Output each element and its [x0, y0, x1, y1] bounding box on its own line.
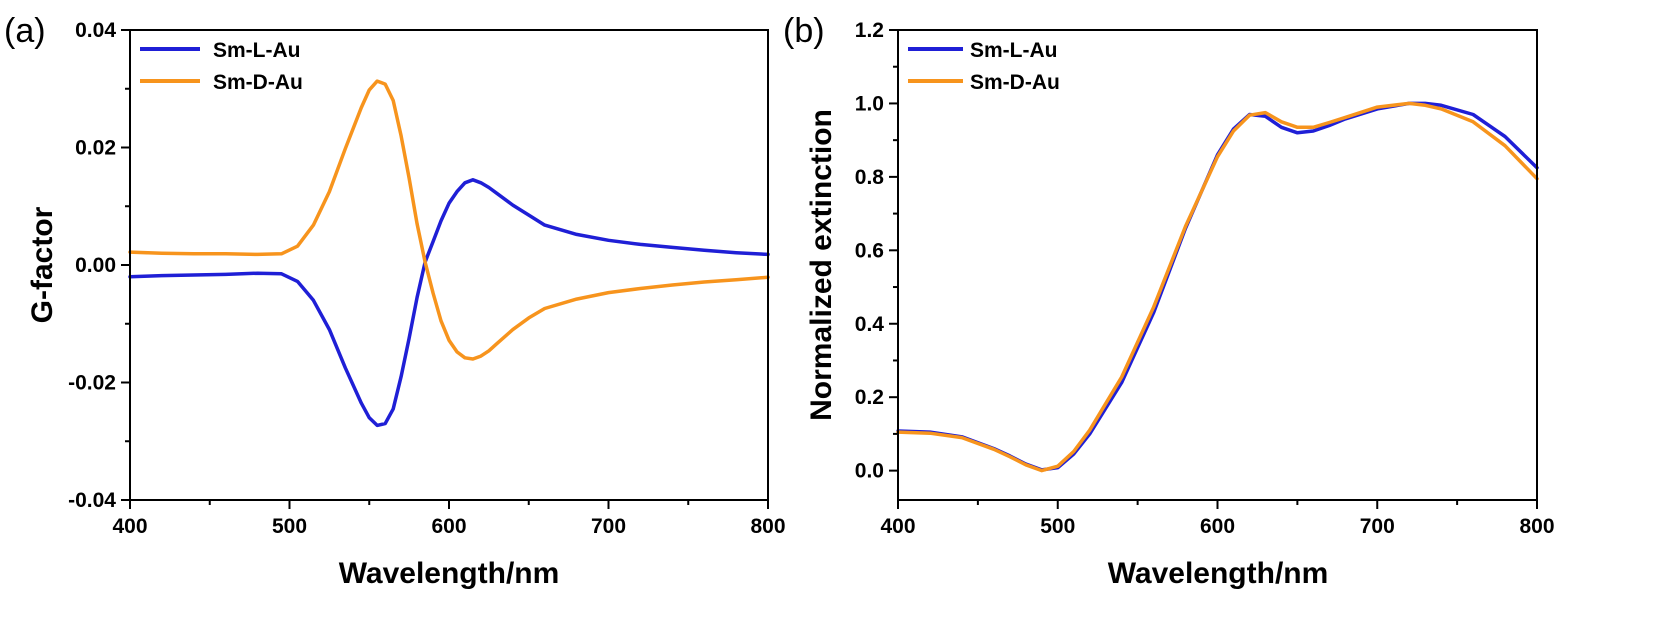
panel-a-x-tick-label: 500 — [272, 515, 307, 538]
panel-a-plot-area: 400 500 600 700 800 -0.04 -0.02 0.00 0.02 0.04 — [68, 19, 785, 538]
panel-a-y-tick-label: -0.02 — [68, 372, 116, 395]
panel-a-chart: (a) G-factor Wavelength/nm 400 500 600 700 8… — [4, 12, 786, 590]
panel-a-y-tick-label: -0.04 — [68, 489, 116, 512]
panel-a-label: (a) — [4, 12, 46, 50]
panel-b-y-tick-label: 1.2 — [855, 19, 884, 42]
panel-a-series-line-sm-l-au — [128, 178, 770, 428]
panel-b-x-tick-label: 700 — [1360, 515, 1395, 538]
panel-a-x-tick-label: 700 — [591, 515, 626, 538]
panel-b-plot-area: 400 500 600 700 800 0.0 0.2 0.4 0.6 0.8 1.0 1.2 — [855, 19, 1555, 538]
panel-b-x-tick-label: 800 — [1519, 515, 1554, 538]
panel-b-legend: Sm-L-Au Sm-D-Au — [908, 39, 1060, 94]
panel-a-x-axis-title: Wavelength/nm — [339, 557, 560, 590]
panel-b-y-tick-label: 0.2 — [855, 386, 884, 409]
panel-a-x-tick-label: 400 — [112, 515, 147, 538]
panel-a-y-tick-label: 0.00 — [75, 254, 116, 277]
panel-a-legend-label-sm-d-au: Sm-D-Au — [213, 71, 303, 94]
panel-b-x-tick-label: 600 — [1200, 515, 1235, 538]
panel-b-x-axis-title: Wavelength/nm — [1108, 557, 1329, 590]
panel-a-legend-label-sm-l-au: Sm-L-Au — [213, 39, 301, 62]
panel-a-legend: Sm-L-Au Sm-D-Au — [140, 39, 303, 94]
panel-b-legend-label-sm-d-au: Sm-D-Au — [970, 71, 1060, 94]
panel-b-label: (b) — [783, 12, 825, 50]
panel-b-y-tick-label: 1.0 — [855, 92, 884, 115]
panel-a-y-tick-label: 0.04 — [75, 19, 116, 42]
panel-a-series-line-sm-d-au — [128, 79, 770, 361]
panel-b-y-axis-title: Normalized extinction — [805, 109, 838, 421]
panel-b-y-tick-label: 0.0 — [855, 460, 884, 483]
panel-b-y-tick-label: 0.4 — [855, 313, 885, 336]
panel-b-chart: (b) Normalized extinction Wavelength/nm … — [783, 12, 1555, 590]
panel-a-x-tick-label: 800 — [750, 515, 785, 538]
panel-b-series-line-sm-d-au — [896, 101, 1539, 473]
panel-b-x-tick-label: 400 — [880, 515, 915, 538]
panel-b-y-tick-label: 0.8 — [855, 166, 885, 189]
panel-a-x-tick-label: 600 — [431, 515, 466, 538]
panel-b-legend-label-sm-l-au: Sm-L-Au — [970, 39, 1058, 62]
panel-a-y-axis-title: G-factor — [26, 206, 59, 323]
panel-b-x-tick-label: 500 — [1040, 515, 1075, 538]
panel-a-plot-frame — [129, 29, 769, 501]
panel-b-plot-frame — [897, 29, 1538, 501]
panel-b-y-tick-label: 0.6 — [855, 239, 884, 262]
panel-a-y-tick-label: 0.02 — [75, 137, 116, 160]
